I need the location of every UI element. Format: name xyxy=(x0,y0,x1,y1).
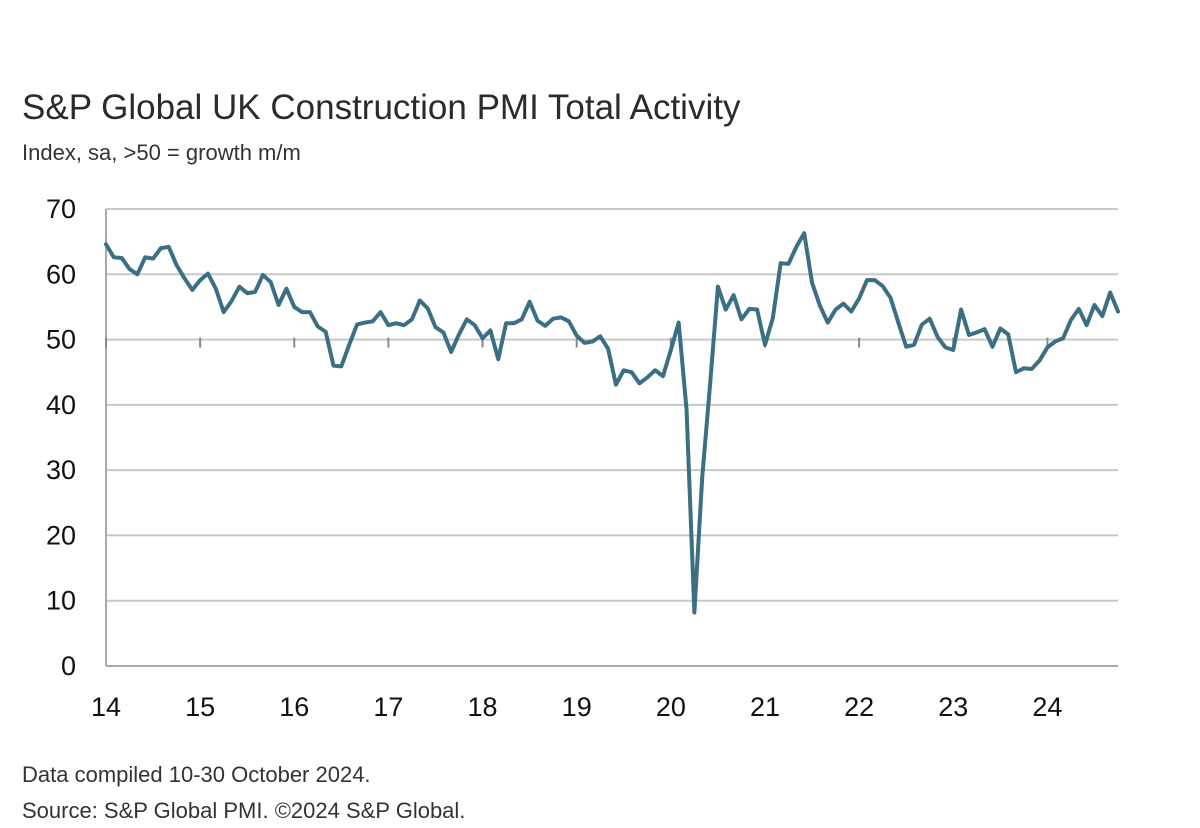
y-tick-label: 20 xyxy=(46,520,76,550)
series-line-pmi xyxy=(104,231,1120,615)
x-tick-label: 19 xyxy=(562,692,592,722)
footer-note: Data compiled 10-30 October 2024. xyxy=(22,762,371,787)
x-tick-label: 23 xyxy=(938,692,968,722)
x-tick-label: 21 xyxy=(750,692,780,722)
y-tick-label: 50 xyxy=(46,325,76,355)
y-tick-label: 70 xyxy=(46,194,76,224)
y-tick-label: 0 xyxy=(61,651,76,681)
chart-title: S&P Global UK Construction PMI Total Act… xyxy=(22,88,741,127)
x-tick-label: 18 xyxy=(468,692,498,722)
x-tick-label: 15 xyxy=(185,692,215,722)
x-tick-label: 22 xyxy=(844,692,874,722)
y-tick-label: 40 xyxy=(46,390,76,420)
y-tick-label: 10 xyxy=(46,586,76,616)
x-tick-label: 17 xyxy=(373,692,403,722)
x-tick-label: 16 xyxy=(279,692,309,722)
x-tick-label: 14 xyxy=(91,692,121,722)
y-tick-label: 30 xyxy=(46,455,76,485)
x-tick-label: 24 xyxy=(1032,692,1062,722)
y-tick-label: 60 xyxy=(46,259,76,289)
x-tick-label: 20 xyxy=(656,692,686,722)
chart-subtitle: Index, sa, >50 = growth m/m xyxy=(22,140,301,165)
footer-source: Source: S&P Global PMI. ©2024 S&P Global… xyxy=(22,798,466,823)
